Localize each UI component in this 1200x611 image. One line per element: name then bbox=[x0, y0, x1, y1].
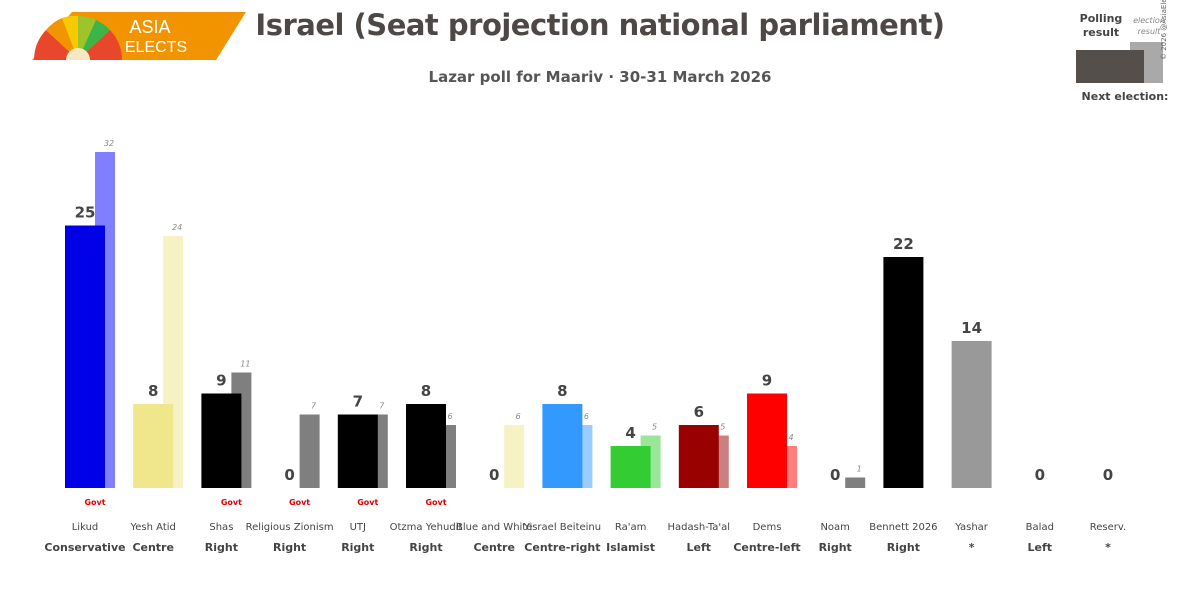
party-ideology-bennett-2026: Right bbox=[887, 541, 920, 554]
party-name-hadash-ta-al: Hadash-Ta'al bbox=[667, 522, 730, 533]
poll-bar-likud bbox=[65, 225, 105, 488]
govt-marker-shas: Govt bbox=[221, 498, 242, 507]
previous-value-dems: 4 bbox=[788, 433, 793, 442]
poll-value-balad: 0 bbox=[1035, 466, 1045, 484]
previous-value-ra-am: 5 bbox=[652, 423, 657, 432]
poll-value-yesh-atid: 8 bbox=[148, 382, 158, 400]
poll-bar-utj bbox=[337, 414, 378, 488]
poll-value-bennett-2026: 22 bbox=[893, 235, 914, 253]
party-ideology-yashar: * bbox=[969, 541, 975, 554]
poll-bar-hadash-ta-al bbox=[678, 425, 719, 488]
govt-marker-religious-zionism: Govt bbox=[289, 498, 310, 507]
party-ideology-likud: Conservative bbox=[44, 541, 125, 554]
poll-bar-ra-am bbox=[610, 446, 651, 488]
poll-bar-shas bbox=[201, 393, 242, 488]
previous-value-blue-and-white: 6 bbox=[516, 412, 521, 421]
logo-line1: ASIA bbox=[129, 17, 170, 37]
party-ideology-dems: Centre-left bbox=[733, 541, 800, 554]
poll-value-yashar: 14 bbox=[961, 319, 982, 337]
party-name-noam: Noam bbox=[820, 522, 849, 533]
poll-bar-yisrael-beiteinu bbox=[542, 404, 583, 488]
poll-bar-dems bbox=[747, 393, 787, 488]
previous-value-hadash-ta-al: 5 bbox=[720, 423, 725, 432]
poll-value-ra-am: 4 bbox=[625, 424, 635, 442]
party-ideology-shas: Right bbox=[205, 541, 238, 554]
party-name-yisrael-beiteinu: Yisrael Beiteinu bbox=[523, 522, 601, 533]
party-name-ra-am: Ra'am bbox=[615, 522, 646, 533]
party-name-likud: Likud bbox=[72, 522, 99, 533]
previous-bar-noam bbox=[845, 477, 866, 488]
previous-bar-religious-zionism bbox=[299, 414, 320, 488]
poll-value-likud: 25 bbox=[75, 204, 96, 222]
party-name-utj: UTJ bbox=[350, 522, 366, 533]
poll-value-noam: 0 bbox=[830, 466, 840, 484]
previous-value-noam: 1 bbox=[857, 465, 862, 474]
legend: Polling result election result Next elec… bbox=[1070, 10, 1170, 110]
party-ideology-yisrael-beiteinu: Centre-right bbox=[524, 541, 600, 554]
party-name-religious-zionism: Religious Zionism bbox=[246, 522, 334, 533]
party-ideology-otzma-yehudit: Right bbox=[409, 541, 442, 554]
party-ideology-religious-zionism: Right bbox=[273, 541, 306, 554]
poll-value-reserv: 0 bbox=[1103, 466, 1113, 484]
party-name-otzma-yehudit: Otzma Yehudit bbox=[390, 522, 463, 533]
previous-value-otzma-yehudit: 6 bbox=[447, 412, 452, 421]
party-name-blue-and-white: Blue and White bbox=[456, 522, 532, 533]
poll-bar-yashar bbox=[951, 341, 992, 488]
party-ideology-ra-am: Islamist bbox=[606, 541, 655, 554]
poll-value-utj: 7 bbox=[353, 393, 363, 411]
asia-elects-logo: ASIA ELECTS bbox=[32, 12, 246, 60]
party-name-shas: Shas bbox=[209, 522, 233, 533]
party-name-balad: Balad bbox=[1026, 522, 1054, 533]
chart-subtitle: Lazar poll for Maariv · 30-31 March 2026 bbox=[428, 68, 772, 86]
poll-value-hadash-ta-al: 6 bbox=[694, 403, 704, 421]
govt-marker-likud: Govt bbox=[84, 498, 105, 507]
poll-bar-otzma-yehudit bbox=[406, 404, 446, 488]
party-ideology-yesh-atid: Centre bbox=[132, 541, 174, 554]
poll-bar-yesh-atid bbox=[133, 404, 174, 488]
poll-value-shas: 9 bbox=[216, 372, 226, 390]
poll-value-religious-zionism: 0 bbox=[284, 466, 294, 484]
legend-polling-swatch bbox=[1076, 50, 1144, 83]
legend-next-election: Next election: bbox=[1081, 90, 1169, 103]
party-ideology-utj: Right bbox=[341, 541, 374, 554]
party-name-yesh-atid: Yesh Atid bbox=[130, 522, 176, 533]
party-ideology-reserv: * bbox=[1105, 541, 1111, 554]
poll-value-yisrael-beiteinu: 8 bbox=[557, 382, 567, 400]
party-ideology-hadash-ta-al: Left bbox=[687, 541, 712, 554]
logo-fan-icon bbox=[34, 15, 122, 60]
chart-title: Israel (Seat projection national parliam… bbox=[255, 8, 945, 42]
previous-value-yisrael-beiteinu: 6 bbox=[584, 412, 589, 421]
party-name-dems: Dems bbox=[753, 522, 782, 533]
govt-marker-otzma-yehudit: Govt bbox=[425, 498, 446, 507]
previous-value-utj: 7 bbox=[379, 402, 385, 411]
poll-value-otzma-yehudit: 8 bbox=[421, 382, 431, 400]
poll-value-blue-and-white: 0 bbox=[489, 466, 499, 484]
previous-value-shas: 11 bbox=[240, 360, 250, 369]
previous-value-yesh-atid: 24 bbox=[172, 223, 182, 232]
party-ideology-noam: Right bbox=[819, 541, 852, 554]
legend-election-label: election result bbox=[1133, 16, 1165, 36]
party-name-yashar: Yashar bbox=[954, 522, 989, 533]
party-ideology-balad: Left bbox=[1028, 541, 1053, 554]
party-name-bennett-2026: Bennett 2026 bbox=[869, 522, 937, 533]
govt-marker-utj: Govt bbox=[357, 498, 378, 507]
legend-polling-label: Polling result bbox=[1079, 12, 1123, 39]
previous-value-likud: 32 bbox=[104, 139, 114, 148]
poll-bar-bennett-2026 bbox=[883, 257, 924, 488]
previous-bar-blue-and-white bbox=[504, 425, 525, 488]
poll-value-dems: 9 bbox=[762, 372, 772, 390]
previous-value-religious-zionism: 7 bbox=[311, 402, 317, 411]
party-name-reserv: Reserv. bbox=[1090, 522, 1126, 533]
logo-line2: ELECTS bbox=[125, 39, 187, 56]
party-ideology-blue-and-white: Centre bbox=[473, 541, 515, 554]
